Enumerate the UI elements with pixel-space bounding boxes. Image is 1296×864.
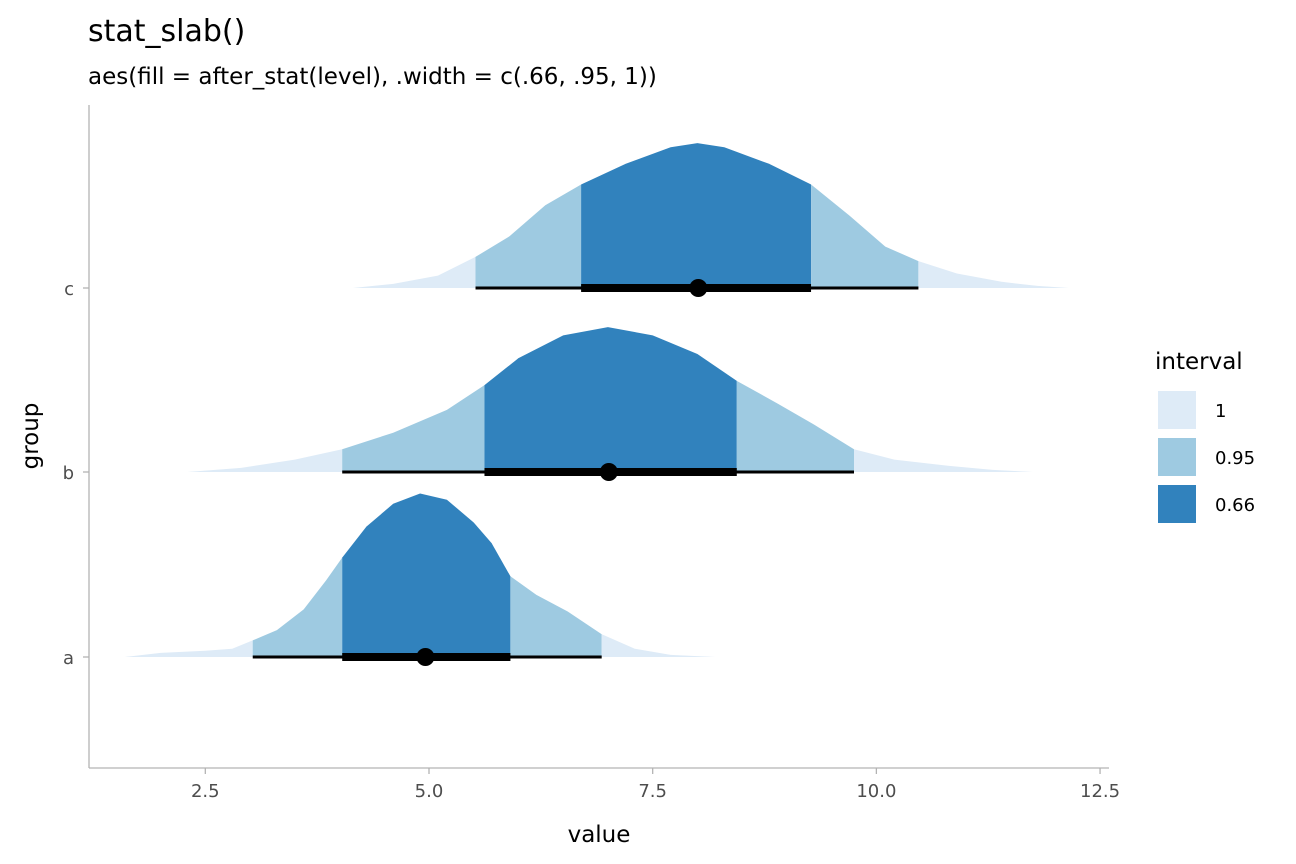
- slab-1-right-b: [854, 449, 1033, 472]
- slab-1-left-c: [352, 256, 476, 288]
- x-tick-label: 5.0: [415, 781, 444, 802]
- y-axis-ticks: a b c: [63, 279, 89, 669]
- legend-label-0: 1: [1215, 401, 1226, 422]
- x-axis-ticks: 2.5 5.0 7.5 10.0 12.5: [191, 768, 1120, 802]
- slab-1-right-a: [601, 634, 716, 657]
- legend-swatch-2: [1158, 485, 1196, 523]
- slab-095-left-a: [252, 557, 343, 657]
- point-estimate-a: [416, 648, 435, 666]
- slab-066-c: [581, 143, 812, 288]
- chart-title: stat_slab(): [88, 14, 245, 49]
- x-tick-label: 7.5: [638, 781, 667, 802]
- slab-095-left-b: [342, 385, 485, 472]
- slab-1-left-a: [124, 640, 253, 657]
- x-tick-label: 2.5: [191, 781, 220, 802]
- slab-095-right-c: [811, 184, 919, 288]
- slab-095-right-b: [736, 380, 854, 472]
- slab-group-b: [187, 327, 1033, 481]
- slab-group-a: [124, 493, 716, 666]
- legend-swatch-1: [1158, 438, 1196, 476]
- slab-095-left-c: [475, 184, 582, 288]
- x-tick-label: 10.0: [856, 781, 896, 802]
- slab-066-a: [342, 493, 511, 657]
- legend-swatch-0: [1158, 391, 1196, 429]
- y-tick-label-b: b: [63, 463, 74, 484]
- legend-label-2: 0.66: [1215, 495, 1255, 516]
- y-axis-title: group: [18, 403, 44, 470]
- point-estimate-b: [599, 463, 618, 481]
- slab-095-right-a: [510, 576, 602, 657]
- chart-subtitle: aes(fill = after_stat(level), .width = c…: [88, 64, 657, 90]
- plot-area: [124, 143, 1069, 666]
- slab-1-left-b: [187, 449, 343, 472]
- y-tick-label-a: a: [63, 648, 74, 669]
- slab-group-c: [352, 143, 1069, 297]
- slab-066-b: [484, 327, 737, 472]
- x-axis-title: value: [568, 822, 631, 848]
- y-tick-label-c: c: [64, 279, 74, 300]
- x-tick-label: 12.5: [1080, 781, 1120, 802]
- slab-1-right-c: [918, 261, 1069, 288]
- legend: interval 1 0.95 0.66: [1155, 349, 1255, 523]
- point-estimate-c: [689, 279, 708, 297]
- legend-label-1: 0.95: [1215, 448, 1255, 469]
- legend-title: interval: [1155, 349, 1243, 375]
